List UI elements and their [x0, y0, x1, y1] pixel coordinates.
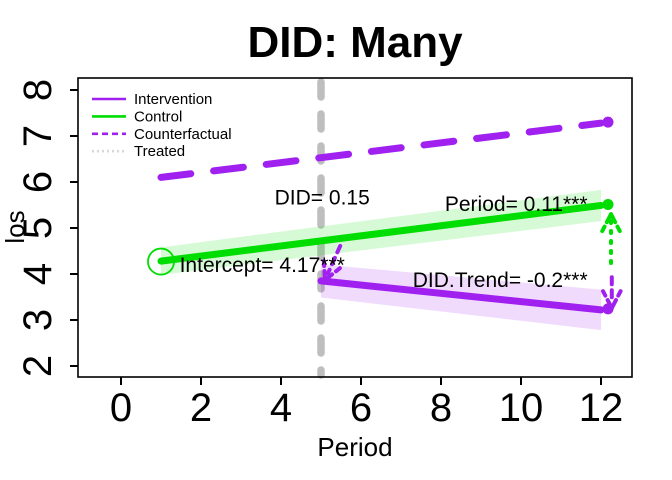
annotation-text-2: Intercept= 4.17*** [180, 254, 345, 277]
line-counterfactual [157, 119, 605, 181]
arrow-shaft-2 [325, 243, 343, 276]
y-tick-label: 8 [16, 79, 60, 101]
end-dot-control [602, 198, 614, 210]
legend-label-intervention: Intervention [134, 91, 212, 108]
x-axis-label: Period [317, 432, 392, 462]
annotation-text-1: Period= 0.11*** [445, 193, 588, 216]
y-tick-label: 2 [16, 355, 60, 377]
x-tick-label: 8 [430, 386, 452, 430]
annotation-text-3: DID.Trend= -0.2*** [413, 269, 588, 292]
y-tick-label: 5 [16, 217, 60, 239]
legend-label-counterfactual: Counterfactual [134, 126, 232, 143]
legend-label-treated: Treated [134, 143, 185, 160]
intercept-marker [147, 247, 175, 276]
arrow-barb-2 [323, 266, 342, 282]
arrow-barb-0 [600, 212, 613, 234]
y-tick-label: 7 [16, 125, 60, 147]
line-intervention [317, 277, 605, 314]
y-axis-label: los [0, 210, 30, 243]
legend-label-control: Control [134, 108, 182, 125]
end-dot-counterfactual [602, 116, 614, 128]
chart-title: DID: Many [247, 18, 463, 67]
annotation-text-0: DID= 0.15 [275, 187, 370, 210]
y-tick-label: 3 [16, 309, 60, 331]
x-tick-label: 12 [579, 386, 624, 430]
series-lines [147, 116, 614, 315]
arrow-barb-0 [609, 212, 622, 234]
x-tick-label: 10 [499, 386, 544, 430]
x-tick-label: 4 [270, 386, 292, 430]
line-control [157, 201, 605, 265]
x-tick-label: 6 [350, 386, 372, 430]
effect-arrows [321, 212, 623, 311]
arrow-barb-1 [609, 289, 623, 311]
axes: 0 2 4 6 8 10 12 2 3 4 5 6 7 8 [16, 77, 633, 430]
x-tick-label: 0 [110, 386, 132, 430]
x-tick-label: 2 [190, 386, 212, 430]
arrow-barb-2 [321, 259, 327, 282]
y-tick-label: 6 [16, 171, 60, 193]
annotations: DID= 0.15 Period= 0.11*** Intercept= 4.17*… [180, 187, 588, 292]
y-tick-label: 4 [16, 263, 60, 285]
arrow-barb-1 [601, 289, 614, 311]
